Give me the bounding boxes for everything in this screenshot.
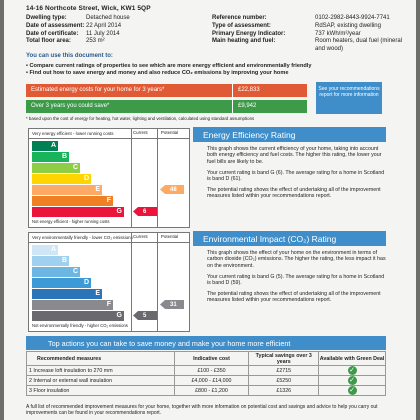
- chart-header: Very environmentally friendly - lower CO…: [29, 233, 189, 243]
- panel-body: This graph shows the current efficiency …: [207, 146, 385, 200]
- panel-title: Energy Efficiency Rating: [193, 127, 386, 142]
- band-bar-c: C: [32, 267, 80, 277]
- epc-document: 14-16 Northcote Street, Wick, KW1 5QP Dw…: [4, 0, 416, 420]
- detail-row: Primary Energy Indicator: 737 kWh/m²/year: [212, 30, 361, 37]
- energy-efficiency-chart: Very energy efficient - lower running co…: [28, 128, 190, 228]
- chart-header: Very energy efficient - lower running co…: [29, 129, 189, 139]
- table-row: 1 Increase loft insulation to 270 mm £10…: [26, 365, 386, 376]
- band-bar-a: A: [32, 141, 58, 151]
- saving-value: £9,942: [238, 103, 257, 109]
- potential-rating-marker: 48: [160, 185, 184, 194]
- top-actions-title: Top actions you can take to save money a…: [26, 336, 386, 350]
- green-deal-check-icon: ✓: [347, 366, 357, 375]
- band-bar-e: E: [32, 185, 102, 195]
- property-details-left: Dwelling type: Detached house Date of ass…: [26, 15, 130, 46]
- detail-row: Date of certificate: 11 July 2014: [26, 30, 120, 37]
- band-bar-b: B: [32, 256, 69, 266]
- current-rating-marker: 5: [133, 311, 157, 320]
- current-header: Current: [133, 234, 148, 239]
- band-bar-g: G: [32, 207, 124, 217]
- table-header-row: Recommended measures Indicative cost Typ…: [26, 351, 386, 366]
- current-rating-marker-value: 5: [143, 312, 147, 319]
- property-address: 14-16 Northcote Street, Wick, KW1 5QP: [26, 5, 151, 12]
- chart-bottom-label: Not energy efficient - higher running co…: [32, 219, 110, 224]
- band-bar-f: F: [32, 196, 113, 206]
- detail-row: Date of assessment: 22 April 2014: [26, 22, 122, 29]
- column-divider: [131, 129, 132, 227]
- column-header: Recommended measures: [26, 351, 175, 366]
- band-bar-d: D: [32, 174, 91, 184]
- band-letter: E: [95, 290, 100, 297]
- band-letter: G: [116, 208, 122, 215]
- column-divider: [131, 233, 132, 331]
- band-letter: F: [106, 301, 111, 308]
- current-header: Current: [133, 130, 148, 135]
- band-letter: A: [50, 246, 56, 253]
- table-row: 2 Internal or external wall insulation £…: [26, 375, 386, 386]
- band-bar-e: E: [32, 289, 102, 299]
- column-divider: [157, 129, 158, 227]
- band-letter: C: [72, 268, 78, 275]
- property-details-right: Reference number: 0102-2982-8443-9924-774…: [212, 15, 407, 54]
- band-bar-f: F: [32, 300, 113, 310]
- current-rating-marker: 6: [133, 207, 157, 216]
- recommended-measures-table: Recommended measures Indicative cost Typ…: [26, 351, 386, 396]
- cost-divider: [232, 84, 233, 113]
- column-divider: [157, 233, 158, 331]
- panel-title: Environmental Impact (CO₂) Rating: [193, 231, 386, 246]
- estimated-cost-bar: Estimated energy costs for your home for…: [26, 84, 307, 97]
- band-bar-a: A: [32, 245, 58, 255]
- see-recommendations-box: See your recommendations report for more…: [316, 82, 382, 114]
- use-heading: You can use this document to:: [26, 53, 113, 59]
- detail-row: Total floor area: 253 m²: [26, 38, 105, 45]
- chart-top-label: Very energy efficient - lower running co…: [32, 131, 114, 136]
- green-deal-check-icon: ✓: [347, 376, 357, 385]
- green-deal-check-icon: ✓: [347, 386, 357, 395]
- column-header: Indicative cost: [173, 351, 250, 366]
- potential-rating-marker-value: 48: [170, 186, 177, 193]
- potential-header: Potential: [161, 234, 179, 239]
- bullet-item: • Compare current ratings of properties …: [26, 63, 312, 69]
- environmental-impact-chart: Very environmentally friendly - lower CO…: [28, 232, 190, 332]
- band-bar-c: C: [32, 163, 80, 173]
- detail-row: Reference number: 0102-2982-8443-9924-774…: [212, 15, 390, 21]
- detail-row: Main heating and fuel: Room heaters, dual…: [212, 38, 403, 53]
- cost-footnote: * based upon the cost of energy for heat…: [26, 116, 255, 121]
- band-letter: D: [83, 175, 89, 182]
- band-letter: F: [106, 197, 111, 204]
- band-bar-b: B: [32, 152, 69, 162]
- environmental-rating-panel: Environmental Impact (CO₂) Rating This g…: [193, 231, 386, 331]
- band-letter: G: [116, 312, 122, 319]
- estimated-cost-value: £22,833: [238, 87, 260, 93]
- table-row: 3 Floor insulation £800 - £1,200 £1326 ✓: [26, 385, 386, 396]
- band-bar-g: G: [32, 311, 124, 321]
- column-header: Typical savings over 3 years: [248, 351, 320, 366]
- potential-rating-marker: 31: [160, 300, 184, 309]
- band-letter: B: [61, 153, 67, 160]
- detail-row: Dwelling type: Detached house: [26, 15, 130, 21]
- panel-body: This graph shows the effect of your home…: [207, 250, 386, 304]
- current-rating-marker-value: 6: [143, 208, 147, 215]
- energy-rating-panel: Energy Efficiency Rating This graph show…: [193, 127, 386, 227]
- measures-footnote: A full list of recommended improvement m…: [26, 404, 378, 417]
- potential-header: Potential: [161, 130, 179, 135]
- band-letter: B: [61, 257, 67, 264]
- band-letter: A: [50, 142, 56, 149]
- band-letter: C: [72, 164, 78, 171]
- potential-rating-marker-value: 31: [170, 301, 177, 308]
- band-letter: E: [95, 186, 100, 193]
- band-letter: D: [83, 279, 89, 286]
- column-header: Available with Green Deal: [318, 351, 386, 366]
- detail-row: Type of assessment: RdSAP, existing dwell…: [212, 22, 381, 29]
- bullet-list: • Compare current ratings of properties …: [26, 63, 311, 77]
- saving-bar: Over 3 years you could save* £9,942: [26, 100, 307, 113]
- chart-bottom-label: Not environmentally friendly - higher CO…: [32, 323, 128, 328]
- bullet-item: • Find out how to save energy and money …: [26, 70, 289, 76]
- chart-top-label: Very environmentally friendly - lower CO…: [32, 235, 133, 240]
- band-bar-d: D: [32, 278, 91, 288]
